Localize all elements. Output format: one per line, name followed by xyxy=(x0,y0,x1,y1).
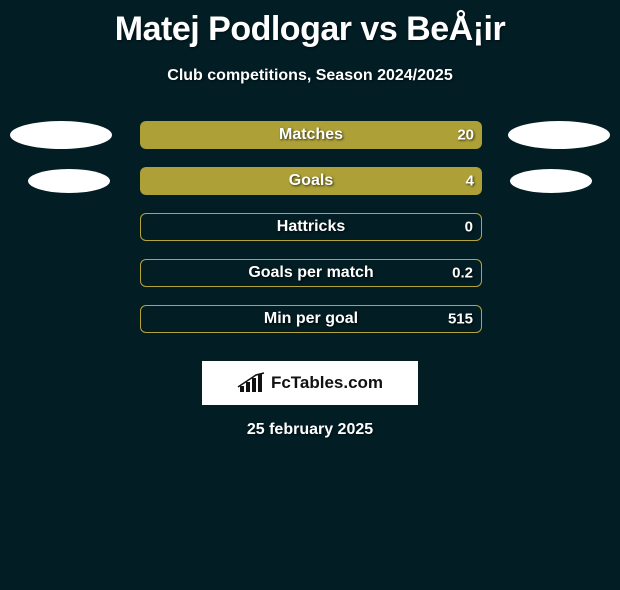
bar-outline: Goals per match 0.2 xyxy=(140,259,482,287)
bar-outline: Min per goal 515 xyxy=(140,305,482,333)
stat-row: Hattricks 0 xyxy=(0,209,620,255)
bar-label: Goals per match xyxy=(248,264,373,282)
date-label: 25 february 2025 xyxy=(0,421,620,439)
right-ellipse-icon xyxy=(510,169,592,193)
stat-row: Matches 20 xyxy=(0,117,620,163)
bar-value: 0 xyxy=(465,219,473,236)
bar-label: Goals xyxy=(289,172,333,190)
bar-value: 515 xyxy=(448,311,473,328)
bar-value: 0.2 xyxy=(452,265,473,282)
page-title: Matej Podlogar vs BeÅ¡ir xyxy=(0,10,620,49)
bar-outline: Matches 20 xyxy=(140,121,482,149)
page-subtitle: Club competitions, Season 2024/2025 xyxy=(0,67,620,85)
bar-label: Min per goal xyxy=(264,310,358,328)
bar-outline: Hattricks 0 xyxy=(140,213,482,241)
logo-text: FcTables.com xyxy=(271,373,383,393)
stat-row: Goals 4 xyxy=(0,163,620,209)
bar-value: 20 xyxy=(457,127,474,144)
logo-box: FcTables.com xyxy=(202,361,418,405)
bar-label: Hattricks xyxy=(277,218,345,236)
bar-chart-icon xyxy=(237,372,265,394)
bar-label: Matches xyxy=(279,126,343,144)
left-ellipse-icon xyxy=(28,169,110,193)
stat-row: Min per goal 515 xyxy=(0,301,620,347)
bar-outline: Goals 4 xyxy=(140,167,482,195)
stat-row: Goals per match 0.2 xyxy=(0,255,620,301)
chart-area: Matches 20 Goals 4 Hattricks 0 Goals per match… xyxy=(0,117,620,347)
bar-value: 4 xyxy=(466,173,474,190)
logo-inner: FcTables.com xyxy=(237,372,383,394)
right-ellipse-icon xyxy=(508,121,610,149)
left-ellipse-icon xyxy=(10,121,112,149)
